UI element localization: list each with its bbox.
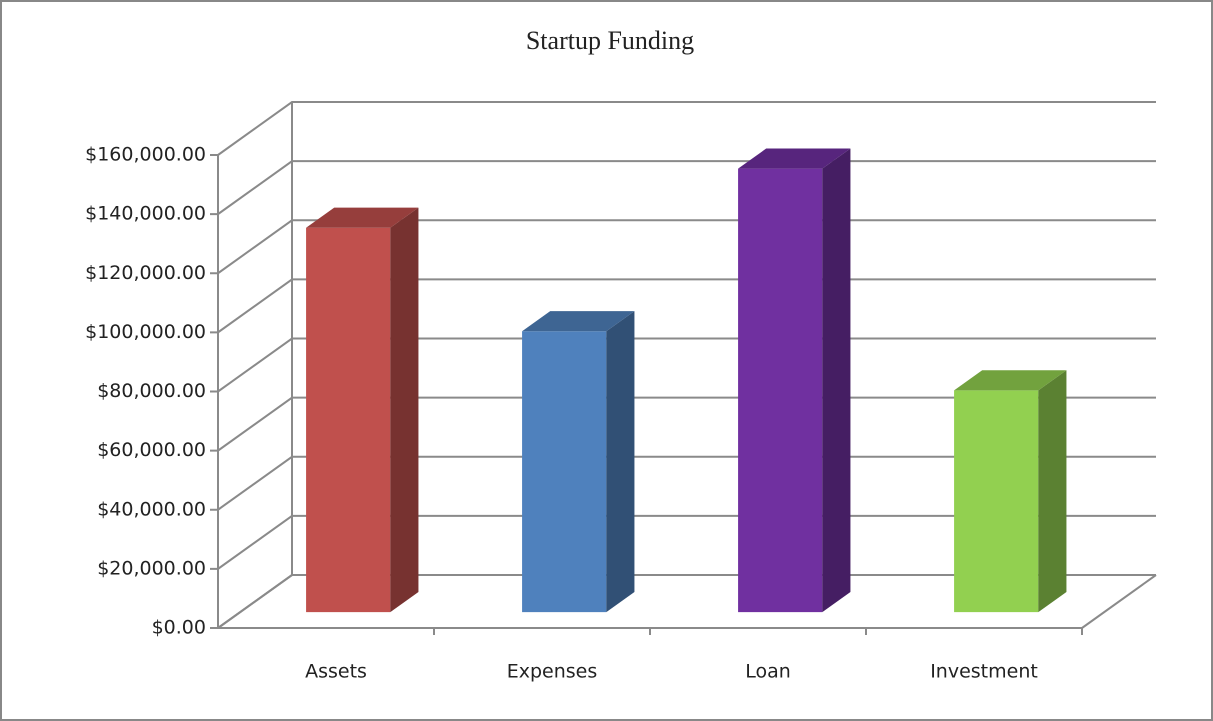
y-tick-label: $80,000.00 bbox=[97, 380, 206, 402]
y-tick-label: $140,000.00 bbox=[85, 203, 206, 225]
bar-top bbox=[954, 370, 1067, 391]
bar bbox=[522, 311, 635, 613]
bar bbox=[738, 148, 851, 613]
x-tick-label: Expenses bbox=[507, 661, 598, 683]
x-tick-label: Investment bbox=[930, 661, 1038, 683]
y-tick-label: $40,000.00 bbox=[97, 498, 206, 520]
y-tick-label: $120,000.00 bbox=[85, 262, 206, 284]
y-tick-label: $100,000.00 bbox=[85, 321, 206, 343]
bar-top bbox=[522, 311, 635, 332]
bar-front bbox=[738, 168, 823, 613]
bar-side bbox=[822, 148, 851, 613]
bar bbox=[306, 207, 419, 613]
bar-front bbox=[306, 227, 391, 613]
bar-top bbox=[306, 207, 419, 228]
bar-side bbox=[606, 311, 635, 613]
y-tick-label: $160,000.00 bbox=[85, 144, 206, 166]
bar-side bbox=[390, 207, 419, 613]
y-tick-label: $0.00 bbox=[152, 617, 206, 639]
y-tick-label: $60,000.00 bbox=[97, 439, 206, 461]
bar bbox=[954, 370, 1067, 613]
bar-top bbox=[738, 148, 851, 169]
bar-front bbox=[522, 331, 607, 613]
chart-title: Startup Funding bbox=[526, 26, 694, 55]
bar-side bbox=[1038, 370, 1067, 613]
bar-front bbox=[954, 390, 1039, 613]
x-tick-label: Assets bbox=[305, 661, 367, 683]
y-tick-label: $20,000.00 bbox=[97, 557, 206, 579]
x-tick-label: Loan bbox=[745, 661, 791, 683]
